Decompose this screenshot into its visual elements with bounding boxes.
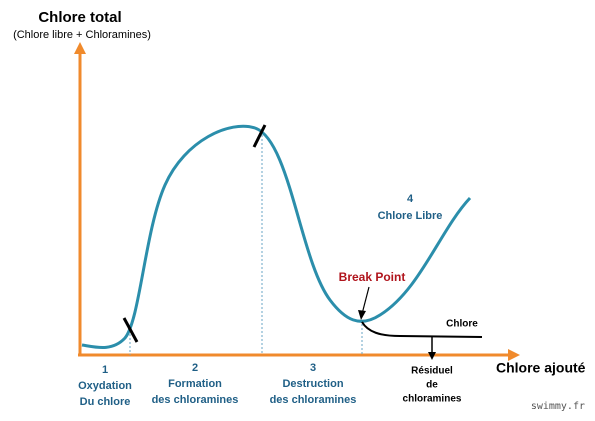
dashed-lines	[129, 135, 363, 355]
residual-label: de	[426, 380, 438, 391]
combined-chlorine-curve	[361, 321, 483, 338]
break-point-arrow	[358, 286, 370, 320]
zone-label: Formation	[168, 378, 222, 390]
phase-marker	[122, 317, 139, 343]
break-point-label: Break Point	[339, 270, 406, 284]
zone-label: Du chlore	[80, 396, 131, 408]
residual-label: Résiduel	[411, 366, 453, 377]
total-chlorine-curve	[81, 124, 472, 349]
x-axis-title: Chlore ajouté	[496, 360, 586, 376]
chlore-label: Chlore	[446, 319, 478, 330]
y-axis-title: Chlore total	[38, 9, 121, 26]
zone-label: Destruction	[282, 378, 343, 390]
residual-label: chloramines	[403, 394, 462, 405]
axes	[74, 42, 520, 361]
zone-number: 2	[192, 362, 198, 374]
phase-marker	[252, 124, 267, 148]
zone-number: 1	[102, 364, 108, 376]
zone-label: des chloramines	[152, 394, 239, 406]
residual-arrow	[428, 337, 436, 360]
y-axis-subtitle: (Chlore libre + Chloramines)	[13, 29, 151, 41]
watermark: swimmy.fr	[531, 401, 585, 412]
zone-number: 4	[407, 193, 414, 205]
zone-label: Oxydation	[78, 380, 132, 392]
zone-label: Chlore Libre	[378, 210, 443, 222]
zone-number: 3	[310, 362, 316, 374]
zone-label: des chloramines	[270, 394, 357, 406]
